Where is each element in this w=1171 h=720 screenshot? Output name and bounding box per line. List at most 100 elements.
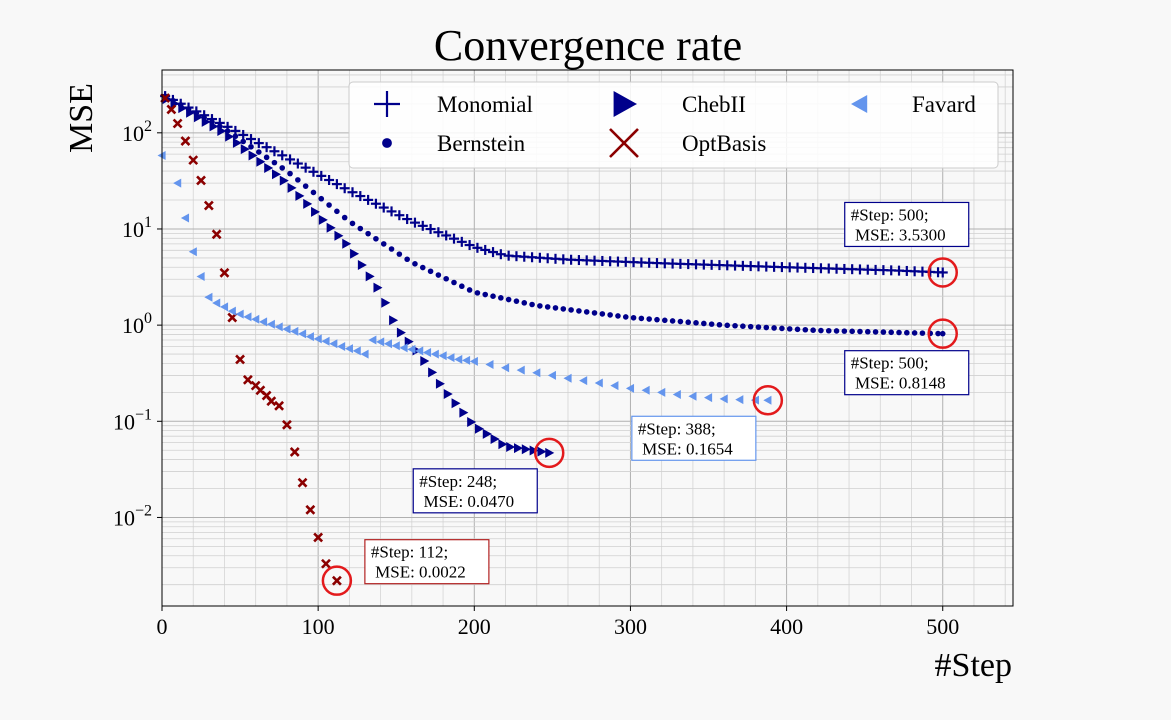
data-point (641, 385, 650, 395)
annotation-line1: #Step: 248; (419, 472, 497, 491)
x-tick-label: 500 (926, 614, 959, 639)
annotation-line2: MSE: 0.0022 (371, 563, 466, 582)
data-point (300, 162, 311, 173)
series-chebii (162, 93, 555, 458)
data-point (350, 248, 360, 259)
data-point (841, 328, 848, 334)
legend-marker (609, 128, 639, 158)
annotation-line2: MSE: 0.0470 (419, 492, 514, 511)
data-point (448, 233, 459, 244)
data-point (443, 275, 449, 282)
legend-label: OptBasis (682, 131, 766, 156)
data-point (495, 249, 506, 260)
data-point (412, 261, 418, 267)
legend-marker (613, 91, 637, 117)
data-point (677, 318, 684, 325)
data-point (513, 298, 520, 304)
data-point (610, 381, 619, 391)
data-point (310, 189, 317, 196)
data-point (402, 214, 413, 225)
annotation-line2: MSE: 0.1654 (638, 439, 733, 458)
data-point (771, 325, 777, 331)
data-point (274, 400, 285, 411)
data-point (303, 198, 313, 209)
data-point (378, 202, 389, 213)
data-point (607, 312, 613, 318)
data-point (896, 329, 902, 336)
data-point (172, 118, 183, 129)
data-point (505, 296, 512, 303)
data-point (352, 346, 361, 356)
annotation-box: #Step: 248; MSE: 0.0470 (412, 468, 538, 514)
data-point (281, 419, 292, 430)
data-point (263, 154, 270, 161)
legend-item-monomial: Monomial (374, 91, 533, 117)
data-point (425, 224, 436, 235)
data-point (289, 447, 300, 457)
data-point (279, 175, 289, 186)
data-point (277, 150, 288, 161)
axis-ticks: 0 100 200 300 400 500 10−2 10−1 100 101 102 (113, 118, 959, 639)
data-point (459, 407, 469, 418)
data-point (383, 339, 393, 349)
data-point (349, 220, 356, 227)
data-point (904, 329, 910, 336)
legend-frame (348, 81, 999, 169)
data-point (287, 182, 297, 193)
x-tick-label: 100 (302, 614, 335, 639)
y-tick-label: 10−1 (113, 406, 152, 434)
data-point (311, 206, 321, 217)
data-point (501, 363, 510, 373)
highlight-circle (752, 385, 784, 416)
data-point (560, 306, 567, 312)
data-point (506, 441, 516, 452)
data-point (630, 314, 637, 321)
data-point (407, 344, 416, 354)
data-point (212, 298, 221, 308)
data-point (451, 398, 461, 409)
data-point (389, 315, 399, 326)
data-point (735, 395, 744, 405)
data-point (661, 317, 668, 324)
data-point (298, 329, 307, 339)
data-point (240, 138, 246, 145)
data-point (763, 395, 772, 405)
data-point (441, 230, 452, 241)
data-point (794, 326, 801, 333)
data-point (196, 175, 206, 186)
data-point (490, 293, 496, 299)
data-point (810, 327, 816, 334)
data-point (287, 170, 293, 177)
data-point (373, 282, 383, 293)
annotation-frame (844, 201, 970, 248)
data-point (939, 330, 946, 337)
y-tick-label: 102 (122, 118, 152, 146)
data-point (329, 339, 338, 349)
data-point (521, 444, 531, 455)
data-point (396, 251, 403, 257)
highlight-circles (321, 257, 958, 596)
annotation-box: #Step: 500; MSE: 0.8148 (844, 350, 970, 396)
y-tick-label: 101 (122, 214, 152, 242)
data-point (529, 301, 535, 308)
y-tick-label: 10−2 (113, 502, 152, 530)
data-point (235, 354, 245, 365)
annotation-box: #Step: 112; MSE: 0.0022 (364, 539, 490, 585)
data-point (180, 136, 191, 147)
data-point (755, 324, 762, 330)
data-point (269, 146, 280, 157)
chart-title: Convergence rate (434, 21, 742, 70)
data-point (482, 428, 492, 439)
data-point (243, 312, 252, 322)
data-point (417, 220, 428, 231)
data-point (373, 235, 379, 242)
annotation-line1: #Step: 112; (371, 543, 448, 562)
data-point (740, 323, 746, 330)
data-point (779, 325, 785, 332)
series-optbasis (160, 93, 342, 586)
data-point (173, 178, 182, 188)
legend-label: Monomial (437, 92, 533, 117)
data-point (485, 359, 494, 369)
data-point (235, 309, 244, 319)
